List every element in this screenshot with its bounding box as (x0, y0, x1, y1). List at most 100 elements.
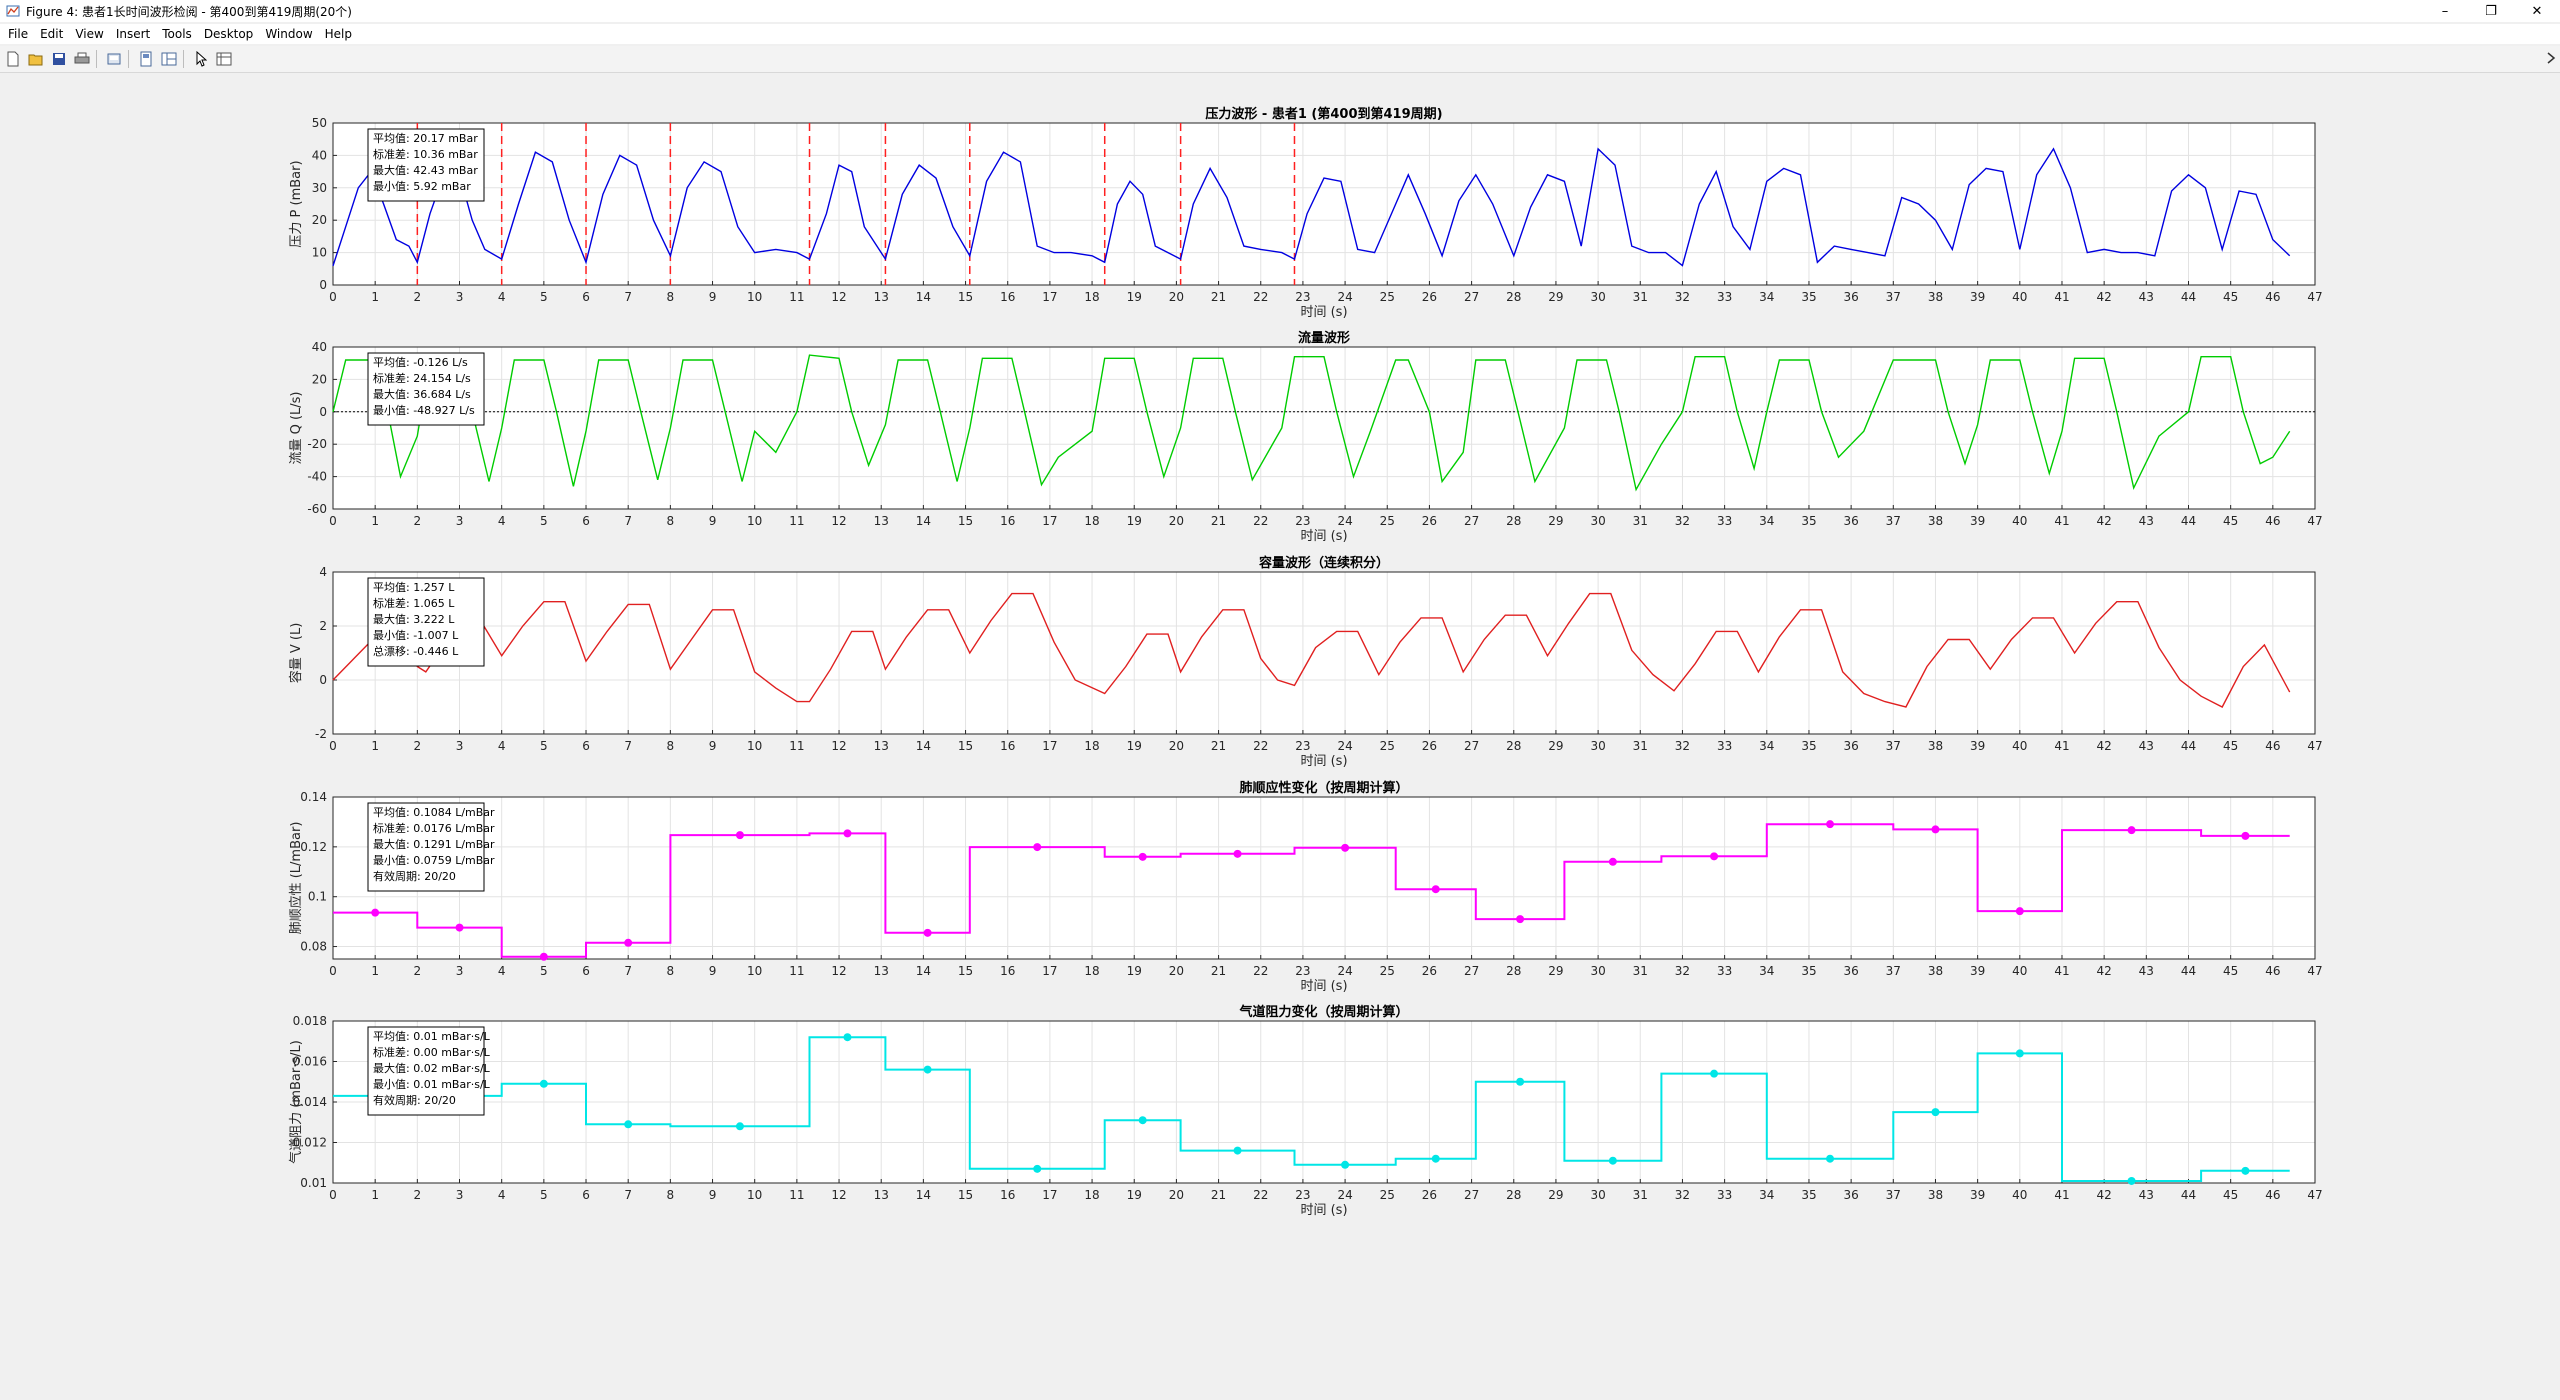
x-tick-label: 47 (2307, 739, 2322, 753)
x-tick-label: 27 (1464, 1188, 1479, 1202)
print-icon[interactable] (72, 49, 92, 69)
menu-insert[interactable]: Insert (115, 27, 151, 41)
x-tick-label: 40 (2012, 290, 2027, 304)
x-tick-label: 26 (1422, 964, 1437, 978)
open-file-icon[interactable] (26, 49, 46, 69)
x-tick-label: 17 (1042, 964, 1057, 978)
x-tick-label: 36 (1843, 1188, 1858, 1202)
x-tick-label: 21 (1211, 1188, 1226, 1202)
x-tick-label: 23 (1295, 739, 1310, 753)
window-titlebar: Figure 4: 患者1长时间波形检阅 - 第400到第419周期(20个) … (0, 0, 2560, 22)
y-tick-label: -20 (307, 437, 327, 451)
x-tick-label: 2 (414, 739, 422, 753)
figure-layout-icon[interactable] (159, 49, 179, 69)
x-tick-label: 6 (582, 739, 590, 753)
x-tick-label: 20 (1169, 739, 1184, 753)
data-point (1608, 857, 1617, 866)
x-tick-label: 37 (1886, 514, 1901, 528)
stats-line: 最小值: 0.01 mBar·s/L (373, 1078, 491, 1091)
x-tick-label: 41 (2054, 964, 2069, 978)
x-tick-label: 8 (667, 739, 675, 753)
y-tick-label: 0.01 (300, 1176, 327, 1190)
x-tick-label: 21 (1211, 964, 1226, 978)
x-tick-label: 5 (540, 1188, 548, 1202)
x-tick-label: 42 (2097, 290, 2112, 304)
x-tick-label: 33 (1717, 964, 1732, 978)
x-tick-label: 40 (2012, 964, 2027, 978)
x-tick-label: 17 (1042, 290, 1057, 304)
y-tick-label: 20 (312, 213, 327, 227)
x-tick-label: 22 (1253, 964, 1268, 978)
docked-panel-icon[interactable] (136, 49, 156, 69)
x-tick-label: 10 (747, 514, 762, 528)
menu-window[interactable]: Window (265, 27, 313, 41)
data-point (2241, 1166, 2250, 1175)
x-tick-label: 34 (1759, 290, 1774, 304)
x-tick-label: 44 (2181, 514, 2196, 528)
x-tick-label: 17 (1042, 1188, 1057, 1202)
x-tick-label: 31 (1633, 964, 1648, 978)
x-tick-label: 6 (582, 964, 590, 978)
x-tick-label: 25 (1380, 964, 1395, 978)
subplot-3: 0 1 2 3 4 5 6 7 8 9 10 11 12 13 14 15 16 17 18 19 20 21 22 23 24… (288, 555, 2323, 769)
data-point (923, 1065, 932, 1074)
x-tick-label: 22 (1253, 514, 1268, 528)
x-tick-label: 26 (1422, 1188, 1437, 1202)
x-tick-label: 29 (1548, 1188, 1563, 1202)
x-tick-label: 4 (498, 290, 506, 304)
x-tick-label: 13 (874, 290, 889, 304)
pointer-icon[interactable] (191, 49, 211, 69)
menu-file[interactable]: File (8, 27, 29, 41)
x-tick-label: 0 (329, 1188, 337, 1202)
x-tick-label: 30 (1590, 964, 1605, 978)
menu-help[interactable]: Help (324, 27, 352, 41)
x-tick-label: 21 (1211, 739, 1226, 753)
subplot-1: 0 1 2 3 4 5 6 7 8 9 10 11 12 13 14 15 16 17 18 19 20 21 22 23 24… (289, 106, 2323, 320)
x-tick-label: 22 (1253, 290, 1268, 304)
dock-arrow-icon[interactable] (2546, 50, 2556, 69)
x-tick-label: 37 (1886, 964, 1901, 978)
print-preview-icon[interactable] (104, 49, 124, 69)
axes-background (333, 572, 2315, 734)
x-tick-label: 0 (329, 514, 337, 528)
close-button[interactable]: ✕ (2531, 3, 2543, 19)
save-icon[interactable] (49, 49, 69, 69)
data-point (539, 1079, 548, 1088)
menu-desktop[interactable]: Desktop (203, 27, 254, 41)
x-tick-label: 19 (1127, 1188, 1142, 1202)
x-tick-label: 46 (2265, 739, 2280, 753)
x-tick-label: 36 (1843, 290, 1858, 304)
x-tick-label: 23 (1295, 514, 1310, 528)
data-point (1931, 825, 1940, 834)
menu-edit[interactable]: Edit (40, 27, 64, 41)
new-file-icon[interactable] (3, 49, 23, 69)
x-tick-label: 20 (1169, 964, 1184, 978)
x-tick-label: 36 (1843, 514, 1858, 528)
stats-line: 最大值: 0.1291 L/mBar (373, 837, 495, 851)
subplot-title: 流量波形 (1298, 330, 1350, 346)
edit-plot-icon[interactable] (214, 49, 234, 69)
x-tick-label: 5 (540, 290, 548, 304)
y-axis-label: 流量 Q (L/s) (289, 391, 304, 464)
x-tick-label: 42 (2097, 739, 2112, 753)
data-point (1033, 1164, 1042, 1173)
x-tick-label: 4 (498, 964, 506, 978)
x-tick-label: 35 (1801, 514, 1816, 528)
x-tick-label: 39 (1970, 739, 1985, 753)
x-tick-label: 46 (2265, 964, 2280, 978)
minimize-button[interactable]: – (2441, 3, 2449, 19)
x-tick-label: 6 (582, 1188, 590, 1202)
data-point (2015, 1049, 2024, 1058)
x-tick-label: 4 (498, 514, 506, 528)
menu-tools[interactable]: Tools (162, 27, 192, 41)
menu-view[interactable]: View (75, 27, 104, 41)
x-tick-label: 41 (2054, 739, 2069, 753)
x-tick-label: 39 (1970, 290, 1985, 304)
maximize-button[interactable]: ❐ (2485, 3, 2497, 19)
x-tick-label: 44 (2181, 964, 2196, 978)
data-point (843, 829, 852, 838)
stats-line: 标准差: 10.36 mBar (373, 147, 478, 161)
stats-line: 最小值: 5.92 mBar (373, 180, 471, 193)
x-tick-label: 40 (2012, 739, 2027, 753)
stats-box (367, 352, 485, 426)
